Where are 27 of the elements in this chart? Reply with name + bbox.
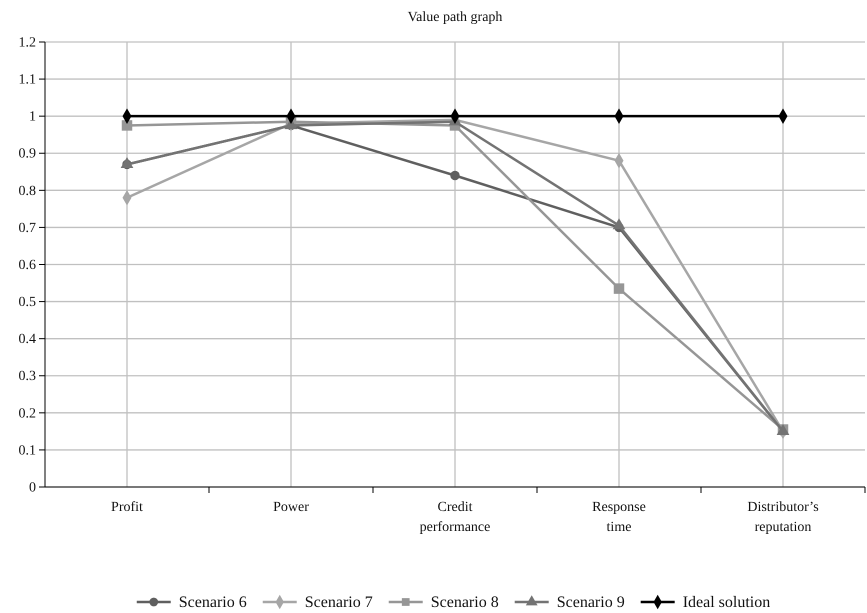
legend-label: Scenario 6 xyxy=(178,594,247,611)
chart-title: Value path graph xyxy=(408,10,502,25)
y-tick-label: 1 xyxy=(29,110,36,125)
point xyxy=(120,157,134,168)
point xyxy=(614,283,624,294)
x-tick-label: Credit performance xyxy=(420,500,490,535)
y-tick-label: 0.6 xyxy=(18,258,36,273)
x-tick-label: Response time xyxy=(592,500,646,535)
y-tick-label: 0.4 xyxy=(18,332,36,348)
y-tick-label: 0.5 xyxy=(18,295,36,310)
x-tick-label: Distributor’s reputation xyxy=(747,500,819,535)
legend-label: Scenario 7 xyxy=(304,594,373,611)
x-tick-label: Power xyxy=(273,500,310,515)
y-tick-label: 0.7 xyxy=(18,220,36,236)
y-tick-label: 0.8 xyxy=(18,184,36,199)
legend-label: Scenario 8 xyxy=(430,594,499,611)
y-tick-label: 0.3 xyxy=(18,369,36,384)
point xyxy=(450,170,460,180)
y-tick-label: 1.1 xyxy=(18,72,36,88)
legend-label: Scenario 9 xyxy=(556,594,625,611)
y-tick-label: 0.1 xyxy=(18,443,36,458)
y-tick-label: 0.9 xyxy=(18,146,36,162)
y-tick-label: 0 xyxy=(29,480,36,496)
y-tick-label: 0.2 xyxy=(18,406,36,422)
legend-label: Ideal solution xyxy=(682,594,770,611)
x-tick-label: Profit xyxy=(111,500,144,515)
y-tick-label: 1.2 xyxy=(18,35,36,50)
